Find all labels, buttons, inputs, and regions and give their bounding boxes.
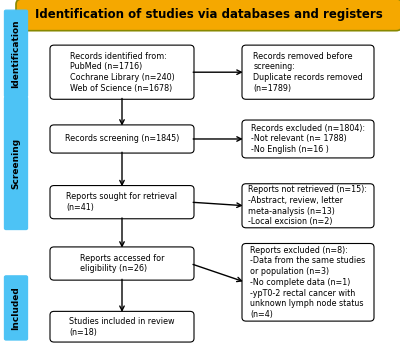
Text: Screening: Screening bbox=[12, 138, 20, 189]
FancyBboxPatch shape bbox=[4, 276, 28, 340]
Text: Identification: Identification bbox=[12, 19, 20, 88]
FancyBboxPatch shape bbox=[242, 120, 374, 158]
Text: Records screening (n=1845): Records screening (n=1845) bbox=[65, 135, 179, 143]
Text: Identification of studies via databases and registers: Identification of studies via databases … bbox=[35, 8, 383, 21]
Text: Included: Included bbox=[12, 286, 20, 330]
FancyBboxPatch shape bbox=[50, 125, 194, 153]
FancyBboxPatch shape bbox=[50, 247, 194, 280]
FancyBboxPatch shape bbox=[4, 97, 28, 230]
FancyBboxPatch shape bbox=[50, 186, 194, 219]
Text: Records excluded (n=1804):
-Not relevant (n= 1788)
-No English (n=16 ): Records excluded (n=1804): -Not relevant… bbox=[251, 124, 365, 154]
Text: Reports not retrieved (n=15):
-Abstract, review, letter
meta-analysis (n=13)
-Lo: Reports not retrieved (n=15): -Abstract,… bbox=[248, 185, 368, 226]
FancyBboxPatch shape bbox=[50, 311, 194, 342]
Text: Reports excluded (n=8):
-Data from the same studies
or population (n=3)
-No comp: Reports excluded (n=8): -Data from the s… bbox=[250, 245, 366, 319]
FancyBboxPatch shape bbox=[242, 243, 374, 321]
FancyBboxPatch shape bbox=[242, 45, 374, 99]
FancyBboxPatch shape bbox=[4, 10, 28, 97]
FancyBboxPatch shape bbox=[50, 45, 194, 99]
FancyBboxPatch shape bbox=[16, 0, 400, 31]
Text: Records removed before
screening:
Duplicate records removed
(n=1789): Records removed before screening: Duplic… bbox=[253, 52, 363, 93]
Text: Studies included in review
(n=18): Studies included in review (n=18) bbox=[69, 317, 175, 336]
Text: Reports accessed for
eligibility (n=26): Reports accessed for eligibility (n=26) bbox=[80, 254, 164, 273]
Text: Records identified from:
PubMed (n=1716)
Cochrane Library (n=240)
Web of Science: Records identified from: PubMed (n=1716)… bbox=[70, 52, 174, 93]
Text: Reports sought for retrieval
(n=41): Reports sought for retrieval (n=41) bbox=[66, 192, 178, 212]
FancyBboxPatch shape bbox=[242, 184, 374, 228]
